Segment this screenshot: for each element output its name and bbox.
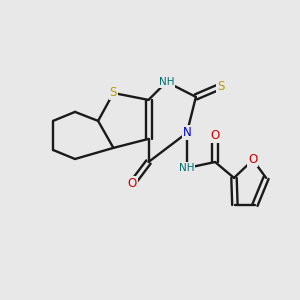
Text: N: N — [182, 126, 191, 140]
Text: S: S — [218, 80, 225, 93]
Text: O: O — [128, 177, 136, 190]
Text: O: O — [248, 153, 257, 167]
Text: O: O — [211, 129, 220, 142]
Text: NH: NH — [179, 163, 195, 173]
Text: S: S — [110, 86, 117, 100]
Text: NH: NH — [159, 77, 174, 87]
